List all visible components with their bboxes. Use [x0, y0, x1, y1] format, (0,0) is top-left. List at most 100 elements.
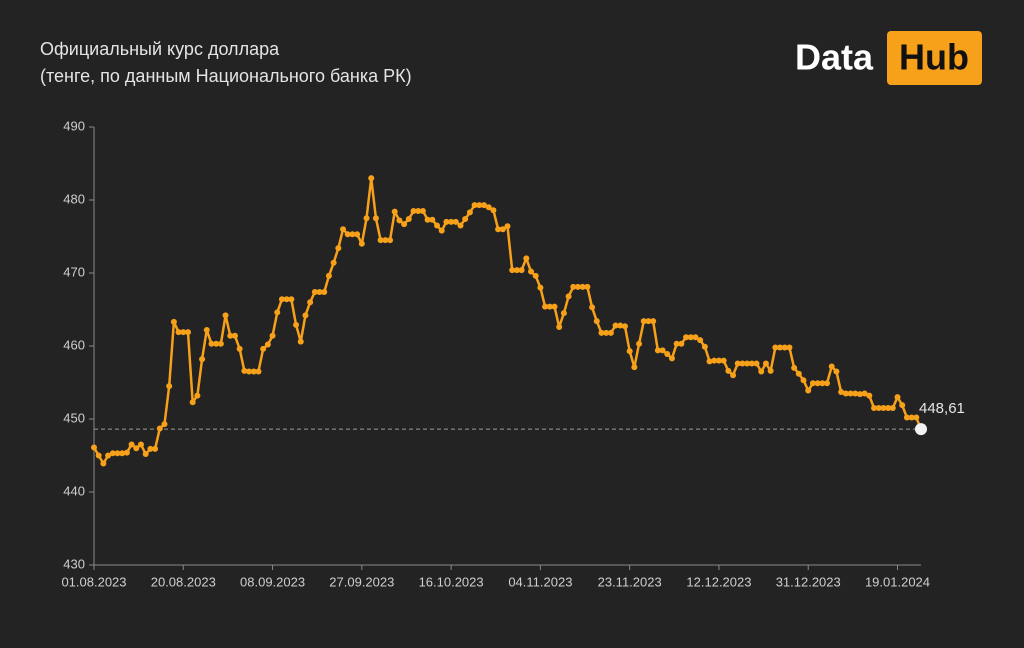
data-point [236, 345, 243, 352]
data-point [354, 231, 361, 238]
data-point [105, 452, 112, 459]
data-point [481, 202, 488, 209]
data-point [640, 318, 647, 325]
data-point [664, 351, 671, 358]
data-point [631, 364, 638, 371]
data-point [683, 334, 690, 341]
data-point [847, 390, 854, 397]
data-point [316, 288, 323, 295]
data-point [485, 204, 492, 211]
data-point [711, 357, 718, 364]
data-point [147, 445, 154, 452]
data-point [405, 215, 412, 222]
data-point [217, 340, 224, 347]
data-point [415, 207, 422, 214]
data-point [819, 380, 826, 387]
data-point [264, 341, 271, 348]
last-point [915, 423, 927, 436]
data-point [565, 293, 572, 300]
data-point [518, 267, 525, 274]
data-point [274, 309, 281, 316]
data-point [805, 387, 812, 394]
data-point [396, 217, 403, 224]
data-point [654, 347, 661, 354]
data-point [621, 323, 628, 330]
data-point [579, 283, 586, 290]
data-point [325, 272, 332, 279]
data-point [715, 357, 722, 364]
data-point [800, 377, 807, 384]
data-point [123, 449, 130, 456]
y-tick-label: 480 [63, 191, 85, 206]
data-point [293, 321, 300, 328]
data-point [908, 414, 915, 421]
x-tick-label: 16.10.2023 [419, 574, 484, 589]
data-point [574, 283, 581, 290]
data-point [462, 215, 469, 222]
data-point [762, 360, 769, 367]
data-point [744, 360, 751, 367]
data-point [828, 363, 835, 370]
logo-badge [887, 31, 982, 85]
data-point [387, 237, 394, 244]
data-point [269, 332, 276, 339]
data-point [748, 360, 755, 367]
data-point [706, 358, 713, 365]
data-point [434, 222, 441, 229]
data-point [302, 312, 309, 319]
data-point [537, 284, 544, 291]
data-point [697, 337, 704, 344]
data-point [429, 216, 436, 223]
data-point [753, 360, 760, 367]
x-tick-label: 23.11.2023 [598, 574, 662, 589]
data-point [184, 329, 191, 336]
x-tick-label: 08.09.2023 [240, 574, 305, 589]
data-point [772, 344, 779, 351]
data-point [340, 226, 347, 233]
data-point [152, 445, 159, 452]
data-point [227, 332, 234, 339]
data-point [659, 347, 666, 354]
data-point [142, 451, 149, 458]
data-point [777, 344, 784, 351]
data-point [466, 209, 473, 216]
data-point [368, 175, 375, 182]
data-point [871, 405, 878, 412]
data-point [250, 368, 257, 375]
logo-text: Hub [899, 37, 969, 78]
y-tick-label: 430 [63, 556, 85, 571]
data-point [457, 222, 464, 229]
data-point [612, 322, 619, 329]
data-point [720, 357, 727, 364]
data-point [527, 268, 534, 275]
data-point [363, 215, 370, 222]
data-point [701, 343, 708, 350]
series-line [92, 176, 923, 465]
data-point [739, 360, 746, 367]
data-point [109, 450, 116, 457]
data-point [311, 288, 318, 295]
data-point [791, 364, 798, 371]
data-point [372, 215, 379, 222]
data-point [288, 296, 295, 303]
data-point [203, 326, 210, 333]
x-tick-label: 01.08.2023 [61, 574, 126, 589]
data-point [443, 218, 450, 225]
data-point [391, 208, 398, 215]
y-tick-label: 490 [63, 118, 85, 133]
data-point [199, 356, 206, 363]
data-point [603, 329, 610, 336]
data-point [560, 310, 567, 317]
data-point [856, 391, 863, 398]
data-point [246, 368, 253, 375]
data-point [570, 283, 577, 290]
data-point [495, 226, 502, 233]
data-point [208, 340, 215, 347]
data-point [335, 245, 342, 252]
logo-text: Data [795, 37, 874, 78]
x-tick-label: 19.01.2024 [865, 574, 930, 589]
data-point [278, 296, 285, 303]
data-point [321, 288, 328, 295]
data-point [626, 348, 633, 355]
